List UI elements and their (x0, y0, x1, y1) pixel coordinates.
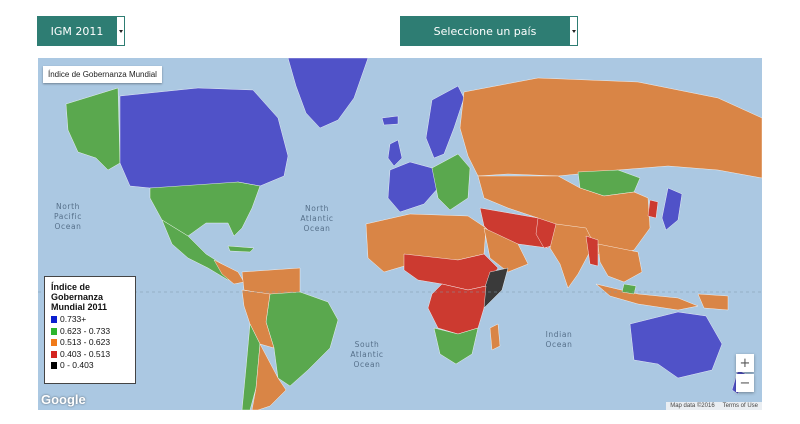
legend-label: 0.623 - 0.733 (60, 325, 111, 336)
legend-title: Índice de Gobernanza Mundial 2011 (51, 282, 108, 312)
country-select-caret[interactable] (570, 16, 578, 46)
region-myanmar[interactable] (585, 235, 599, 267)
legend-item: 0.513 - 0.623 (51, 337, 129, 349)
region-cuba[interactable] (227, 245, 255, 253)
region-png[interactable] (697, 293, 729, 311)
year-select[interactable]: IGM 2011 (37, 16, 125, 46)
legend-item: 0 - 0.403 (51, 360, 129, 372)
region-korea[interactable] (647, 199, 659, 219)
legend-label: 0.733+ (60, 314, 87, 324)
chevron-down-icon (571, 29, 576, 33)
country-select-value: Seleccione un país (400, 16, 570, 46)
legend-swatch (51, 339, 57, 347)
zoom-out-button[interactable]: − (736, 374, 754, 392)
map-legend: Índice de Gobernanza Mundial 2011 0.733+… (44, 276, 136, 384)
ocean-label-north-atlantic: North Atlantic Ocean (300, 204, 334, 233)
map-title: Índice de Gobernanza Mundial (43, 66, 162, 83)
zoom-in-button[interactable]: + (736, 354, 754, 372)
region-malaysia[interactable] (621, 283, 637, 295)
legend-swatch (51, 327, 57, 335)
region-central-asia-china[interactable] (477, 175, 651, 259)
region-argentina[interactable] (251, 343, 287, 410)
region-western-europe[interactable] (387, 161, 439, 213)
legend-item: 0.623 - 0.733 (51, 326, 129, 338)
region-greenland[interactable] (287, 58, 369, 129)
map-attribution: Map data ©2016 Terms of Use (666, 402, 762, 410)
region-canada[interactable] (119, 87, 289, 189)
map-data-credit: Map data ©2016 (670, 403, 715, 409)
region-southeast-asia[interactable] (597, 243, 643, 283)
terms-of-use-link[interactable]: Terms of Use (722, 403, 758, 409)
plus-icon: + (739, 355, 751, 371)
legend-items: 0.733+ 0.623 - 0.733 0.513 - 0.623 0.403 - … (51, 314, 129, 372)
region-scandinavia[interactable] (425, 85, 465, 159)
legend-label: 0 - 0.403 (60, 360, 94, 370)
region-madagascar[interactable] (489, 323, 501, 351)
region-uk[interactable] (387, 139, 403, 167)
region-india[interactable] (549, 223, 595, 289)
ocean-label-south-atlantic: South Atlantic Ocean (350, 340, 384, 369)
region-eastern-europe[interactable] (431, 153, 471, 211)
chevron-down-icon (118, 29, 123, 33)
region-japan[interactable] (661, 187, 683, 231)
region-usa[interactable] (149, 181, 261, 237)
ocean-label-north-pacific: North Pacific Ocean (53, 202, 83, 231)
year-select-value: IGM 2011 (37, 16, 117, 46)
legend-swatch (51, 316, 57, 324)
region-southern-africa[interactable] (433, 327, 479, 365)
region-arabia[interactable] (483, 227, 529, 273)
minus-icon: − (739, 375, 751, 391)
legend-item: 0.403 - 0.513 (51, 349, 129, 361)
world-map[interactable]: Índice de Gobernanza Mundial North Pacif… (38, 58, 762, 410)
region-alaska[interactable] (65, 87, 121, 171)
legend-swatch (51, 362, 57, 370)
ocean-label-indian: Indian Ocean (545, 330, 573, 349)
region-indonesia[interactable] (595, 283, 699, 311)
legend-swatch (51, 350, 57, 358)
country-select[interactable]: Seleccione un país (400, 16, 578, 46)
legend-label: 0.513 - 0.623 (60, 337, 111, 347)
legend-item: 0.733+ (51, 314, 129, 326)
region-brazil[interactable] (265, 291, 339, 387)
google-logo: Google (41, 392, 86, 407)
year-select-caret[interactable] (117, 16, 125, 46)
region-australia[interactable] (629, 311, 723, 379)
region-peru-bolivia[interactable] (241, 289, 275, 349)
choropleth-map[interactable] (38, 58, 762, 410)
region-russia[interactable] (459, 77, 762, 179)
region-sahel[interactable] (403, 253, 499, 291)
region-central-africa[interactable] (427, 283, 487, 335)
region-iceland[interactable] (381, 115, 399, 126)
region-central-america[interactable] (213, 259, 245, 285)
legend-label: 0.403 - 0.513 (60, 348, 111, 359)
